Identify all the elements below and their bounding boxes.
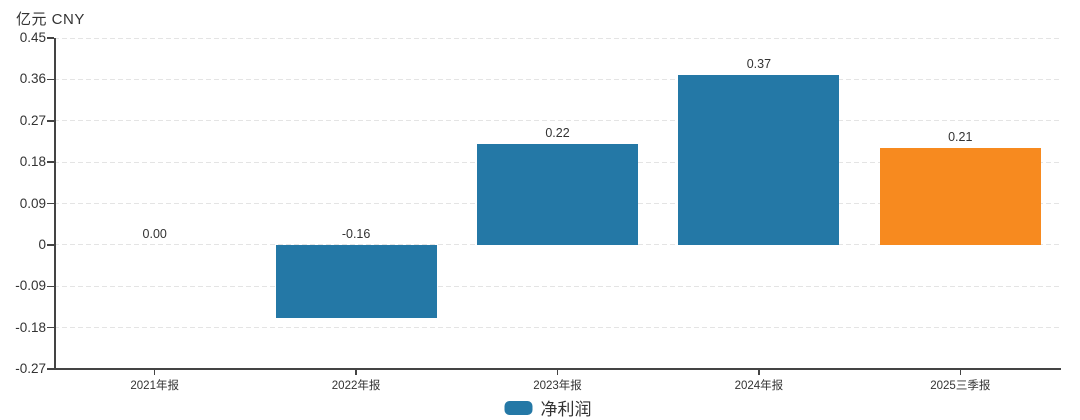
gridline: [54, 78, 1061, 80]
x-axis-label-2023年报: 2023年报: [533, 380, 582, 392]
y-axis-tick-label: 0.09: [19, 195, 46, 211]
y-axis-tick: [47, 37, 54, 39]
y-axis-tick-label: 0.18: [19, 154, 46, 170]
gridline: [54, 327, 1061, 329]
y-axis-tick: [47, 78, 54, 81]
bar-2023年报[interactable]: [476, 143, 639, 245]
y-axis-tick: [47, 285, 54, 287]
bar-2025三季报[interactable]: [879, 148, 1041, 245]
x-axis-tick: [153, 369, 156, 375]
y-axis-tick-label: -0.27: [15, 361, 46, 376]
y-axis-tick: [47, 326, 54, 329]
bar-value-label: 0.22: [545, 125, 570, 140]
bar-value-label: -0.16: [341, 226, 371, 241]
y-axis-tick-label: 0.36: [19, 71, 46, 87]
gridline: [54, 37, 1061, 39]
y-axis-tick: [47, 161, 54, 163]
y-axis-tick-label: 0.27: [19, 112, 46, 128]
y-axis-tick: [47, 202, 54, 205]
gridline: [54, 120, 1061, 122]
x-axis-tick: [355, 369, 357, 375]
x-axis-tick: [556, 369, 559, 375]
legend: 净利润: [504, 395, 592, 420]
bar-value-label: 0.37: [746, 56, 772, 71]
y-axis-tick-label: -0.18: [15, 319, 46, 335]
y-axis-tick-label: -0.09: [15, 278, 46, 294]
legend-item-net-profit[interactable]: 净利润: [504, 395, 592, 420]
y-axis-tick: [47, 244, 54, 246]
gridline: [54, 244, 1061, 246]
legend-swatch-icon: [504, 400, 533, 415]
bar-value-label: 0.00: [142, 226, 167, 241]
x-axis-label-2022年报: 2022年报: [331, 380, 381, 392]
x-axis-tick: [959, 369, 962, 375]
x-axis-line: [48, 368, 1061, 370]
bar-2022年报[interactable]: [275, 244, 437, 319]
y-axis-line: [54, 38, 56, 369]
gridline: [54, 285, 1061, 287]
bar-value-label: 0.21: [948, 130, 973, 145]
y-axis-tick-label: 0: [38, 236, 46, 252]
y-axis-tick-label: 0.45: [19, 30, 46, 45]
x-axis-label-2024年报: 2024年报: [734, 380, 784, 392]
y-axis-tick: [47, 120, 54, 122]
x-axis-label-2021年报: 2021年报: [130, 380, 179, 392]
bar-2024年报[interactable]: [678, 74, 840, 245]
x-axis-label-2025三季报: 2025三季报: [930, 380, 991, 392]
x-axis-tick: [758, 369, 760, 375]
legend-label: 净利润: [540, 400, 592, 419]
y-axis-unit-label: 亿元 CNY: [16, 11, 85, 28]
